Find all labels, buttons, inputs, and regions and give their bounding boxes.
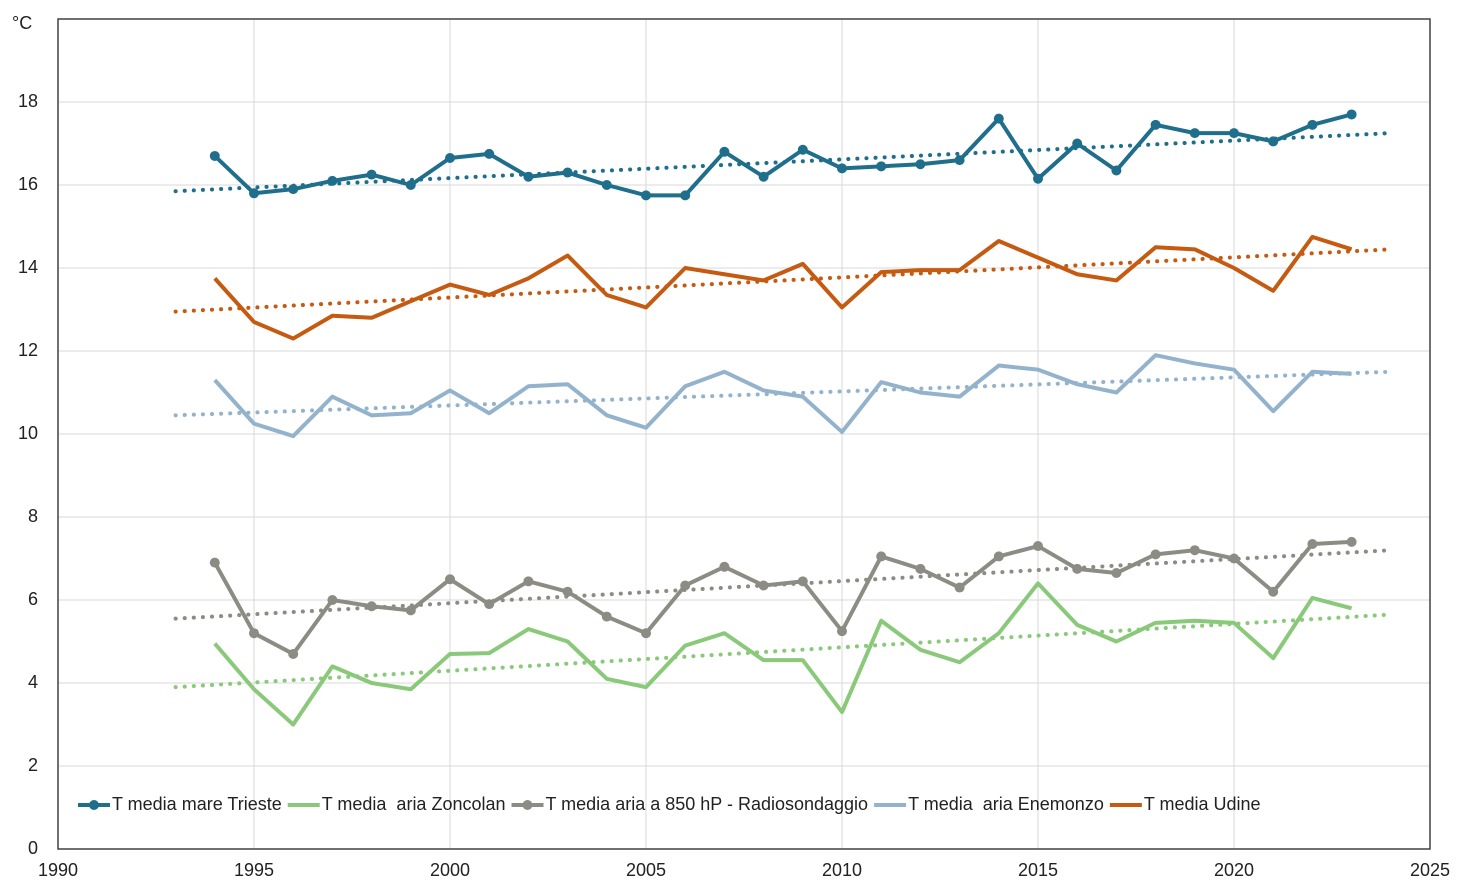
point: [680, 580, 691, 591]
point: [523, 171, 534, 182]
point: [1307, 538, 1318, 549]
plot-frame: [57, 18, 1431, 850]
point: [601, 180, 612, 190]
series-line: [213, 581, 1353, 727]
x-tick-label: 2015: [1018, 860, 1058, 880]
point: [1268, 586, 1279, 597]
point: [484, 599, 495, 610]
x-tick-label: 2025: [1410, 860, 1450, 880]
point: [562, 586, 573, 597]
point: [1072, 138, 1083, 149]
point: [680, 190, 691, 201]
legend-label: T media aria Zoncolan: [322, 794, 506, 814]
y-tick-label: 2: [28, 755, 38, 775]
point: [993, 113, 1004, 124]
trend-line: [173, 612, 1393, 690]
point: [1346, 109, 1357, 120]
point: [1268, 136, 1279, 147]
point: [523, 576, 534, 587]
point: [327, 595, 338, 605]
point: [484, 148, 495, 159]
point: [719, 561, 730, 572]
x-tick-label: 1995: [234, 860, 274, 880]
point: [1307, 119, 1318, 130]
point: [837, 163, 847, 174]
legend-label: T media mare Trieste: [112, 794, 282, 814]
y-tick-label: 8: [28, 506, 38, 526]
point: [1072, 563, 1083, 574]
point: [993, 551, 1004, 562]
point: [1150, 549, 1161, 560]
point: [288, 648, 299, 659]
legend-marker: [89, 800, 99, 810]
series-line: [213, 112, 1353, 198]
point: [641, 190, 651, 201]
point: [1229, 128, 1239, 139]
point: [209, 150, 220, 161]
point: [954, 582, 965, 593]
x-tick-label: 2005: [626, 860, 666, 880]
point: [758, 580, 769, 591]
point: [249, 188, 259, 199]
y-axis-label: °C: [12, 13, 32, 33]
y-tick-label: 4: [28, 672, 38, 692]
point: [405, 180, 416, 190]
point: [288, 184, 299, 195]
point: [1033, 173, 1043, 184]
series-line: [213, 234, 1353, 341]
legend-label: T media Udine: [1144, 794, 1261, 814]
x-tick-label: 2010: [822, 860, 862, 880]
point: [758, 171, 769, 182]
x-tick-label: 2020: [1214, 860, 1254, 880]
y-tick-label: 0: [28, 838, 38, 858]
point: [209, 557, 220, 568]
point: [1229, 553, 1239, 564]
series-line: [213, 539, 1352, 656]
point: [1189, 128, 1200, 139]
x-tick-label: 2000: [430, 860, 470, 880]
point: [797, 576, 808, 587]
point: [954, 155, 965, 166]
y-tick-label: 12: [18, 340, 38, 360]
point: [915, 563, 926, 574]
x-tick-label: 1990: [38, 860, 78, 880]
point: [1033, 541, 1043, 552]
point: [405, 605, 416, 616]
point: [641, 628, 651, 639]
point: [445, 574, 455, 585]
point: [445, 153, 455, 164]
point: [366, 601, 377, 612]
legend-label: T media aria a 850 hP - Radiosondaggio: [546, 794, 869, 814]
y-tick-label: 10: [18, 423, 38, 443]
point: [562, 167, 573, 178]
point: [719, 146, 730, 157]
point: [876, 551, 887, 562]
y-tick-label: 6: [28, 589, 38, 609]
y-tick-label: 18: [18, 91, 38, 111]
legend-marker: [522, 800, 533, 810]
point: [366, 169, 377, 180]
point: [1346, 536, 1357, 547]
point: [249, 628, 259, 639]
legend-label: T media aria Enemonzo: [908, 794, 1104, 814]
point: [327, 175, 338, 186]
point: [915, 159, 926, 170]
point: [797, 144, 808, 155]
point: [1111, 165, 1122, 176]
point: [1111, 568, 1122, 579]
point: [601, 611, 612, 622]
point: [1150, 119, 1161, 130]
point: [876, 161, 887, 172]
y-tick-label: 14: [18, 257, 38, 277]
y-tick-label: 16: [18, 174, 38, 194]
series-line: [213, 353, 1352, 439]
trend-line: [173, 247, 1393, 314]
point: [837, 626, 847, 637]
point: [1189, 545, 1200, 556]
